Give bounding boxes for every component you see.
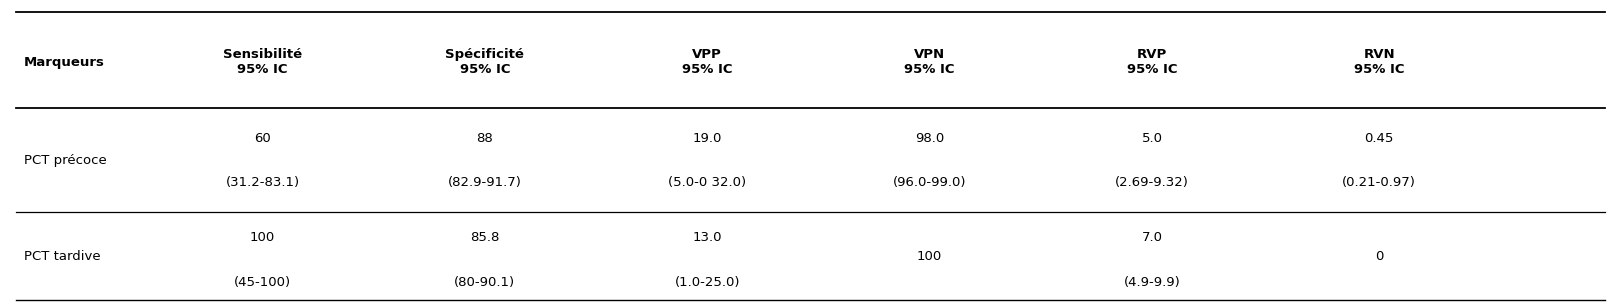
Text: 7.0: 7.0 (1141, 231, 1162, 244)
Text: (80-90.1): (80-90.1) (454, 276, 515, 289)
Text: 100: 100 (917, 250, 942, 263)
Text: Marqueurs: Marqueurs (24, 56, 105, 69)
Text: Spécificité
95% IC: Spécificité 95% IC (446, 48, 524, 76)
Text: (96.0-99.0): (96.0-99.0) (893, 176, 966, 189)
Text: (2.69-9.32): (2.69-9.32) (1115, 176, 1188, 189)
Text: (5.0-0 32.0): (5.0-0 32.0) (668, 176, 746, 189)
Text: VPN
95% IC: VPN 95% IC (905, 48, 955, 76)
Text: 100: 100 (250, 231, 276, 244)
Text: 60: 60 (254, 132, 271, 145)
Text: Sensibilité
95% IC: Sensibilité 95% IC (222, 48, 302, 76)
Text: VPP
95% IC: VPP 95% IC (682, 48, 733, 76)
Text: (1.0-25.0): (1.0-25.0) (674, 276, 741, 289)
Text: (45-100): (45-100) (233, 276, 292, 289)
Text: 98.0: 98.0 (914, 132, 945, 145)
Text: 0: 0 (1375, 250, 1383, 263)
Text: RVN
95% IC: RVN 95% IC (1354, 48, 1404, 76)
Text: (82.9-91.7): (82.9-91.7) (447, 176, 522, 189)
Text: 85.8: 85.8 (470, 231, 499, 244)
Text: 88: 88 (477, 132, 493, 145)
Text: RVP
95% IC: RVP 95% IC (1127, 48, 1177, 76)
Text: 0.45: 0.45 (1365, 132, 1394, 145)
Text: (4.9-9.9): (4.9-9.9) (1123, 276, 1180, 289)
Text: (31.2-83.1): (31.2-83.1) (225, 176, 300, 189)
Text: 19.0: 19.0 (692, 132, 721, 145)
Text: PCT précoce: PCT précoce (24, 154, 107, 167)
Text: 5.0: 5.0 (1141, 132, 1162, 145)
Text: PCT tardive: PCT tardive (24, 250, 101, 263)
Text: 13.0: 13.0 (692, 231, 721, 244)
Text: (0.21-0.97): (0.21-0.97) (1342, 176, 1417, 189)
